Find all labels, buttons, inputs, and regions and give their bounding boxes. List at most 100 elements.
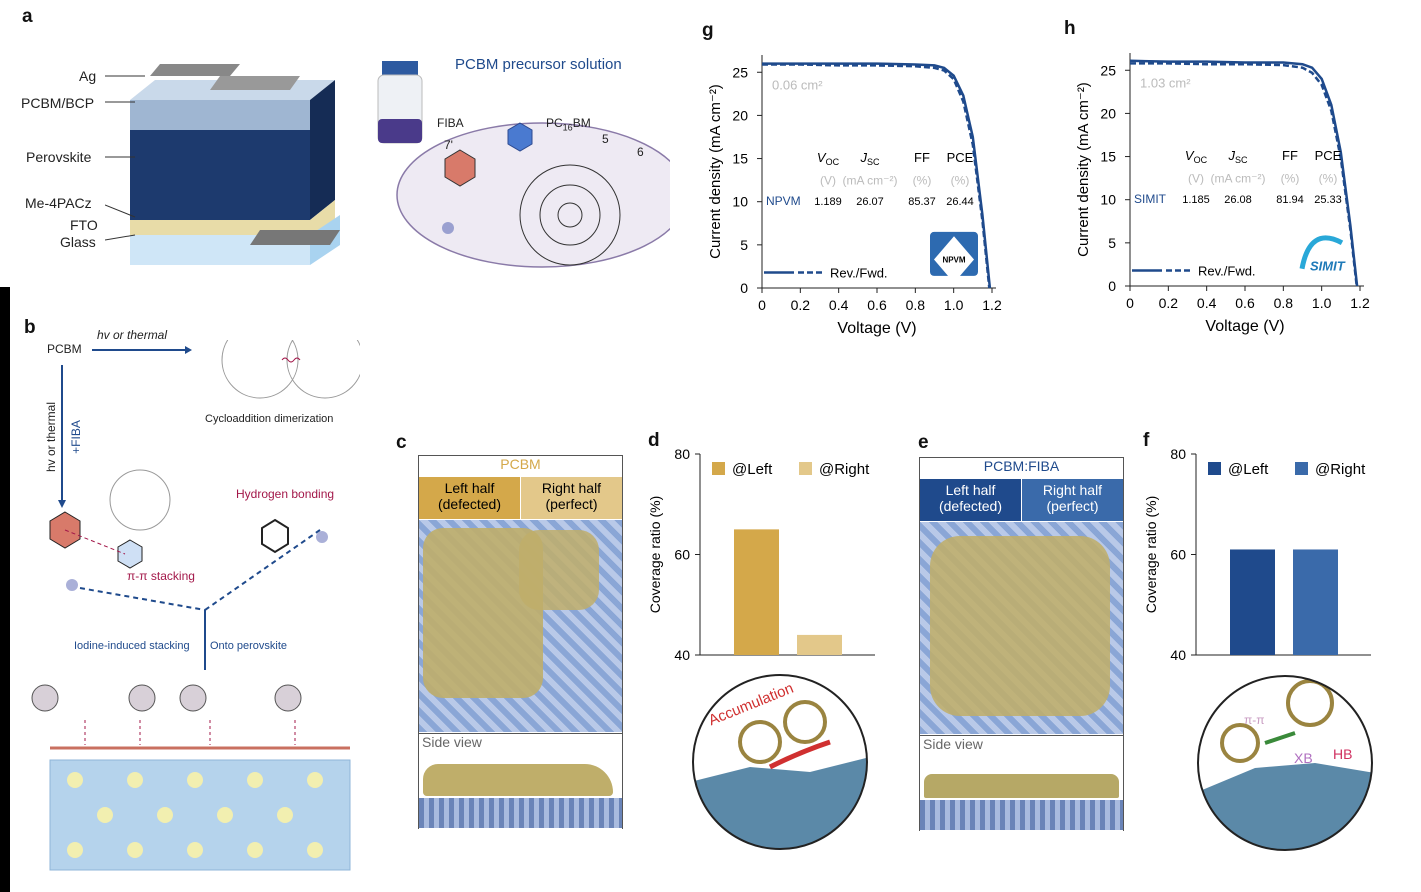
c-left-header: Left half (defected) [419, 477, 520, 519]
device-area: 1.03 cm² [1140, 75, 1191, 90]
x-tick-label: 0 [758, 297, 766, 313]
bar-left [1230, 549, 1275, 655]
bar-chart-d: 40 60 80 Coverage ratio (%) @Left @Right [647, 446, 875, 663]
legend-swatch [712, 462, 725, 475]
mechanism-scheme [31, 340, 360, 871]
x-tick-label: 0.6 [867, 297, 887, 313]
md-panel-c: PCBM Left half (defected) Right half (pe… [418, 455, 623, 829]
table-unit: (%) [951, 173, 970, 187]
legend-label: @Left [1228, 461, 1269, 478]
table-unit: (%) [1281, 171, 1300, 185]
table-unit: (mA cm⁻²) [1211, 171, 1266, 185]
y-tick-label: 0 [740, 280, 748, 296]
x-axis-label: Voltage (V) [1205, 318, 1284, 335]
layer-glass: Glass [60, 234, 96, 250]
c-pcbm-cluster-2 [519, 530, 599, 610]
bar-left [734, 529, 779, 655]
table-value: 26.08 [1224, 194, 1252, 206]
panel-label-d: d [648, 430, 660, 451]
e-left-header: Left half (defected) [920, 479, 1021, 521]
position-5: 5 [602, 132, 609, 146]
y-tick-label: 40 [674, 647, 690, 663]
table-value: 85.37 [908, 196, 936, 208]
c-side-label: Side view [422, 734, 482, 750]
legend-swatch [1295, 462, 1308, 475]
panel-label-h: h [1064, 18, 1076, 39]
cycloaddition-label: Cycloaddition dimerization [205, 413, 334, 425]
inset-accumulation [692, 674, 868, 850]
c-side-film [423, 764, 613, 796]
legend-swatch [1208, 462, 1221, 475]
inset-hb-label: HB [1333, 746, 1353, 762]
x-axis-label: Voltage (V) [837, 320, 916, 337]
x-tick-label: 0.2 [1159, 295, 1179, 311]
legend-label: @Right [1315, 461, 1366, 478]
x-tick-label: 0.6 [1235, 295, 1255, 311]
e-side-film [924, 774, 1119, 798]
y-tick-label: 20 [732, 107, 748, 123]
x-tick-label: 0.8 [1274, 295, 1294, 311]
y-tick-label: 80 [1170, 446, 1186, 462]
y-axis-label: Coverage ratio (%) [647, 496, 663, 614]
y-tick-label: 15 [732, 151, 748, 167]
panel-label-g: g [702, 20, 714, 41]
bar-right [1293, 549, 1338, 655]
panel-label-e: e [918, 432, 929, 453]
e-side-view: Side view [920, 735, 1123, 831]
npvm-logo-diamond [934, 236, 974, 283]
panel-label-b: b [24, 317, 36, 338]
y-axis-label: Coverage ratio (%) [1143, 496, 1159, 614]
table-header: VOC [817, 150, 840, 167]
table-header: FF [1282, 148, 1298, 163]
x-tick-label: 1.0 [1312, 295, 1332, 311]
hbond-label: Hydrogen bonding [236, 487, 335, 501]
inset-interactions [1197, 675, 1373, 851]
simit-logo-swoosh [1299, 235, 1344, 270]
table-unit: (%) [913, 173, 932, 187]
table-header: JSC [1227, 148, 1248, 165]
y-axis-label: Current density (mA cm⁻²) [707, 84, 724, 259]
e-pcbm-film [930, 536, 1110, 716]
table-value: 1.185 [1182, 194, 1210, 206]
jv-chart-h: 0 5 10 15 20 25 0 0.2 0.4 0.6 0.8 1.0 1.2 Voltage (V)… [1075, 53, 1370, 335]
table-row-label: NPVM [766, 194, 801, 208]
panel-label-a: a [22, 6, 33, 27]
x-tick-label: 1.2 [982, 297, 1002, 313]
y-tick-label: 0 [1108, 278, 1116, 294]
inset-pipi-label: π-π [1244, 713, 1265, 727]
table-value: 81.94 [1276, 194, 1304, 206]
legend-label: @Left [732, 461, 773, 478]
x-tick-label: 0 [1126, 295, 1134, 311]
layer-me4pacz: Me-4PACz [25, 195, 92, 211]
c-side-substrate [419, 798, 622, 828]
panel-label-c: c [396, 432, 407, 453]
precursor-title: PCBM precursor solution [455, 56, 622, 73]
precursor-illustration [377, 61, 670, 268]
e-side-label: Side view [923, 736, 983, 752]
y-tick-label: 15 [1100, 149, 1116, 165]
y-tick-label: 25 [1100, 62, 1116, 78]
device-stack-illustration [130, 64, 340, 265]
legend-label: Rev./Fwd. [830, 265, 888, 280]
x-tick-label: 1.2 [1350, 295, 1370, 311]
x-tick-label: 0.8 [906, 297, 926, 313]
table-header: PCE [1315, 148, 1342, 163]
layer-ag: Ag [79, 68, 97, 84]
e-side-substrate [920, 800, 1123, 830]
legend-swatch [799, 462, 812, 475]
onto-label: Onto perovskite [210, 640, 288, 652]
simit-logo-text: SIMIT [1310, 258, 1346, 273]
table-value: 1.189 [814, 196, 842, 208]
pcbm-label: PCBM [47, 342, 82, 356]
table-value: 26.44 [946, 196, 974, 208]
y-tick-label: 40 [1170, 647, 1186, 663]
fiba-label: FIBA [437, 116, 464, 130]
table-header: JSC [859, 150, 880, 167]
bar-right [797, 634, 842, 655]
table-unit: (%) [1319, 171, 1338, 185]
y-axis-label: Current density (mA cm⁻²) [1075, 82, 1092, 257]
table-header: FF [914, 150, 930, 165]
layer-fto: FTO [70, 217, 98, 233]
y-tick-label: 25 [732, 64, 748, 80]
